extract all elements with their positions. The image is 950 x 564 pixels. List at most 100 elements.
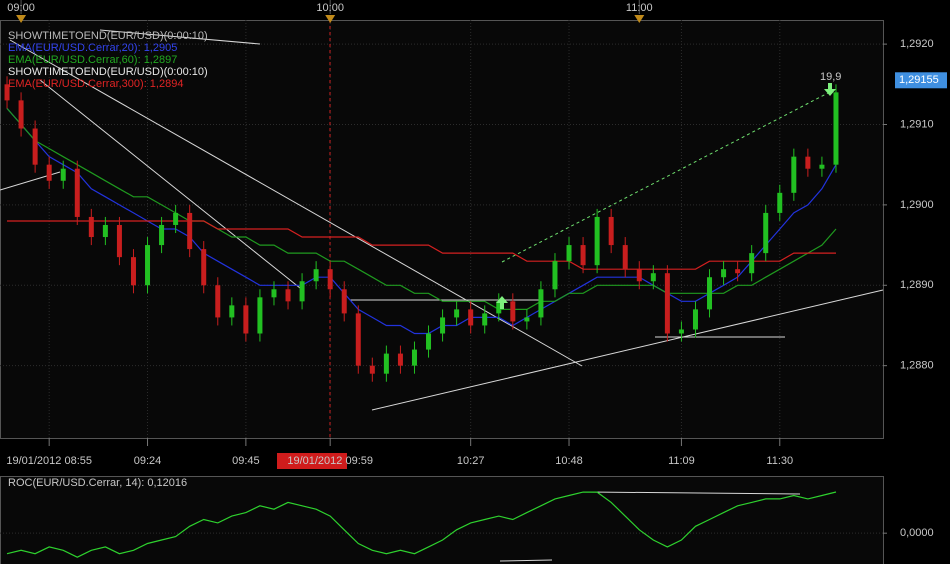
candle-body [383, 353, 389, 374]
candle-body [636, 269, 642, 282]
top-tick-label: 11:00 [626, 2, 653, 14]
candle-body [777, 192, 783, 213]
candle-body [833, 92, 839, 165]
x-tick-label: 10:48 [555, 455, 583, 467]
candle-body [650, 273, 656, 282]
indicator-label: SHOWTIMETOEND(EUR/USD)(0:00:10) [8, 30, 208, 42]
buy-arrow [496, 296, 508, 309]
roc-panel [0, 476, 884, 564]
candle-body [130, 257, 136, 286]
candle-body [664, 273, 670, 334]
y-tick-label: 1,2880 [900, 360, 934, 372]
sell-arrow [824, 83, 836, 96]
candle-body [524, 317, 530, 322]
candle-body [580, 245, 586, 266]
trendline [39, 79, 301, 289]
candle-body [411, 349, 417, 366]
candle-body [299, 281, 305, 302]
y-tick-label: 1,2890 [900, 279, 934, 291]
legend-entry: EMA(EUR/USD.Cerrar,20): 1,2905 [8, 42, 177, 54]
candle-body [257, 297, 263, 334]
candle-body [735, 269, 741, 274]
candle-body [678, 329, 684, 334]
candle-body [369, 365, 375, 374]
roc-title: ROC(EUR/USD.Cerrar, 14): 0,12016 [8, 477, 187, 489]
candle-body [201, 249, 207, 286]
y-tick-label: 1,2910 [900, 118, 934, 130]
x-tick-label: 11:09 [668, 455, 695, 467]
roc-line [6, 491, 837, 558]
candle-body [426, 333, 432, 350]
legend-entry: EMA(EUR/USD.Cerrar,60): 1,2897 [8, 54, 177, 66]
candle-body [327, 269, 333, 290]
candle-body [721, 269, 727, 278]
x-tick-label: 11:30 [766, 455, 793, 467]
candle-body [749, 253, 755, 274]
last-price-box [895, 72, 947, 89]
candle-body [173, 212, 179, 225]
candle-body [88, 216, 94, 238]
cursor-label-bg [277, 453, 347, 469]
candle-body [805, 156, 811, 169]
x-tick-label: 19/01/2012 08:55 [6, 455, 92, 467]
candle-body [468, 309, 474, 326]
candle-body [538, 289, 544, 318]
candle-body [510, 301, 516, 322]
candle-body [187, 212, 193, 250]
top-tick-label: 10:00 [316, 2, 344, 14]
x-tick-label: 09:24 [134, 455, 162, 467]
candle-body [608, 216, 614, 246]
x-tick-label: 10:27 [457, 455, 485, 467]
roc-line-drawing [589, 491, 801, 495]
candle-body [791, 156, 797, 193]
layer [0, 20, 883, 534]
x-tick-label: 19/01/2012 09:59 [287, 455, 373, 467]
candle-body [594, 216, 600, 266]
drawings [0, 29, 884, 562]
candle-body [496, 301, 502, 314]
candle-body [229, 305, 235, 318]
candle-body [159, 224, 165, 246]
candle-body [482, 313, 488, 326]
candle-body [355, 313, 361, 366]
session-marker [634, 15, 645, 23]
last-price-label: 1,29155 [899, 74, 939, 86]
trendline [99, 29, 261, 45]
annotation: 19,9 [820, 71, 841, 83]
candle-body [145, 245, 151, 286]
candle-body [285, 289, 291, 302]
y-tick-label: 1,2900 [900, 199, 934, 211]
legend-entry: EMA(EUR/USD.Cerrar,300): 1,2894 [8, 78, 183, 90]
candle-body [32, 128, 38, 165]
layer [4, 76, 839, 558]
candle-body [102, 224, 108, 238]
candle-body [397, 353, 403, 366]
candle-body [116, 224, 122, 258]
ema-line [6, 108, 837, 310]
session-marker [16, 15, 27, 23]
trendline [9, 39, 583, 367]
candle-body [46, 164, 52, 181]
y-tick-label: 0,0000 [900, 527, 934, 539]
candle-body [692, 309, 698, 330]
candle-body [454, 309, 460, 318]
ema-line [6, 108, 837, 335]
candle-body [271, 289, 277, 298]
candle-body [566, 245, 572, 262]
x-tick-label: 09:45 [232, 455, 260, 467]
indicator-label: SHOWTIMETOEND(EUR/USD)(0:00:10) [8, 66, 208, 78]
top-tick-label: 09:00 [7, 2, 35, 14]
candle-body [60, 168, 66, 181]
candle-body [622, 245, 628, 270]
roc-line-drawing [499, 559, 553, 562]
candle-body [341, 289, 347, 314]
candle-body [552, 261, 558, 290]
candle-body [313, 269, 319, 282]
candle-body [215, 285, 221, 318]
candle-body [243, 305, 249, 334]
session-marker [325, 15, 336, 23]
candle-body [74, 168, 80, 217]
ema-line [7, 220, 836, 270]
